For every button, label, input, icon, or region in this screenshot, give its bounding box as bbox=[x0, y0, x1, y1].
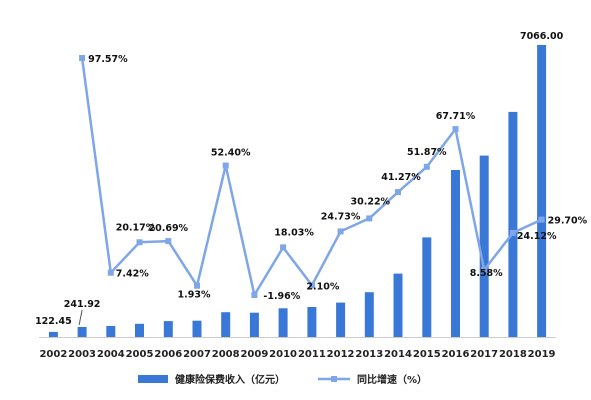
growth-point-2005 bbox=[136, 239, 143, 246]
bar-2014 bbox=[393, 273, 403, 337]
bar-2005 bbox=[135, 323, 144, 337]
growth-value-label-2003: 97.57% bbox=[88, 54, 128, 65]
growth-value-label-2005: 20.17% bbox=[116, 222, 156, 233]
bar-2003 bbox=[77, 327, 87, 337]
growth-value-label-2015: 51.87% bbox=[407, 147, 447, 158]
growth-value-label-2011: 2.10% bbox=[306, 281, 339, 292]
bar-2015 bbox=[422, 237, 432, 337]
bar-2008 bbox=[221, 312, 231, 337]
bar-2017 bbox=[479, 155, 489, 337]
x-tick-label-2014: 2014 bbox=[384, 349, 412, 360]
growth-value-label-2019: 29.70% bbox=[548, 216, 588, 227]
growth-line-series bbox=[79, 55, 545, 298]
bar-2007 bbox=[192, 320, 202, 337]
bar-2012 bbox=[336, 302, 346, 337]
growth-point-2018 bbox=[509, 229, 516, 236]
bar-value-label-2003: 241.92 bbox=[64, 299, 101, 310]
growth-point-2014 bbox=[395, 189, 401, 196]
bar-2010 bbox=[278, 308, 288, 337]
x-tick-label-2009: 2009 bbox=[240, 349, 268, 360]
bar-value-label-2019: 7066.00 bbox=[520, 31, 564, 42]
growth-value-label-2004: 7.42% bbox=[116, 269, 149, 280]
growth-point-2012 bbox=[337, 228, 344, 235]
growth-value-label-2009: -1.96% bbox=[263, 291, 300, 302]
bar-2009 bbox=[249, 312, 259, 337]
growth-value-label-2016: 67.71% bbox=[436, 111, 476, 122]
x-tick-label-2005: 2005 bbox=[126, 349, 154, 360]
growth-value-label-2008: 52.40% bbox=[211, 148, 251, 159]
legend: 健康险保费收入（亿元） 同比增速（%） bbox=[138, 373, 427, 386]
bar-2004 bbox=[106, 326, 116, 337]
bar-2013 bbox=[364, 292, 374, 337]
x-tick-label-2008: 2008 bbox=[212, 349, 240, 360]
growth-value-label-2007: 1.93% bbox=[178, 290, 211, 301]
growth-point-2006 bbox=[165, 238, 172, 245]
bar-2016 bbox=[451, 170, 460, 337]
bar-2006 bbox=[163, 321, 173, 337]
growth-point-2015 bbox=[423, 163, 430, 170]
growth-point-2009 bbox=[251, 292, 258, 298]
x-tick-label-2019: 2019 bbox=[528, 349, 556, 360]
bar-label-leader-line bbox=[78, 309, 83, 326]
x-tick-label-2004: 2004 bbox=[97, 349, 125, 360]
growth-value-label-2018: 24.12% bbox=[517, 231, 557, 242]
x-tick-label-2017: 2017 bbox=[470, 349, 498, 360]
growth-point-2011 bbox=[308, 282, 315, 289]
legend-line-label: 同比增速（%） bbox=[357, 373, 427, 386]
x-tick-label-2016: 2016 bbox=[442, 349, 470, 360]
bar-2011 bbox=[307, 307, 317, 337]
bar-2002 bbox=[48, 331, 58, 337]
x-tick-label-2002: 2002 bbox=[39, 349, 67, 360]
growth-point-2017 bbox=[481, 266, 488, 273]
line-data-labels: 97.57% 7.42% 20.17%20.69% 1.93% 52.40% -1.96%… bbox=[88, 54, 588, 302]
x-tick-label-2003: 2003 bbox=[68, 349, 96, 360]
growth-point-2016 bbox=[452, 126, 459, 133]
growth-value-label-2014: 41.27% bbox=[381, 172, 421, 183]
growth-line bbox=[80, 57, 543, 297]
bar-value-label-2002: 122.45 bbox=[35, 316, 72, 327]
x-tick-label-2010: 2010 bbox=[269, 349, 297, 360]
x-tick-label-2018: 2018 bbox=[499, 349, 527, 360]
growth-value-label-2010: 18.03% bbox=[274, 227, 314, 238]
growth-point-2007 bbox=[194, 282, 200, 289]
growth-value-label-2012: 24.73% bbox=[321, 211, 361, 222]
growth-value-label-2006: 20.69% bbox=[149, 223, 189, 234]
x-tick-label-2007: 2007 bbox=[183, 349, 211, 360]
growth-point-2008 bbox=[222, 162, 229, 169]
growth-value-label-2017: 8.58% bbox=[470, 268, 503, 279]
x-tick-label-2006: 2006 bbox=[154, 349, 182, 360]
x-tick-label-2012: 2012 bbox=[327, 349, 355, 360]
legend-bar-label: 健康险保费收入（亿元） bbox=[175, 373, 285, 386]
legend-bar-swatch bbox=[138, 375, 168, 383]
growth-value-label-2013: 30.22% bbox=[351, 196, 391, 207]
x-axis-tick-labels: 2002 2003 2004 2005 2006 2007 2008 2009 2010 2011… bbox=[39, 349, 555, 360]
x-tick-label-2011: 2011 bbox=[298, 349, 326, 360]
growth-point-2004 bbox=[107, 269, 114, 276]
growth-point-2019 bbox=[538, 216, 545, 223]
bar-2019 bbox=[537, 45, 547, 337]
legend-line-marker bbox=[331, 376, 337, 382]
bar-2018 bbox=[508, 111, 518, 338]
bar-series bbox=[48, 45, 547, 338]
x-tick-label-2013: 2013 bbox=[355, 349, 383, 360]
x-tick-label-2015: 2015 bbox=[413, 349, 441, 360]
growth-point-2013 bbox=[366, 215, 373, 222]
growth-point-2003 bbox=[79, 55, 86, 61]
bar-data-labels: 122.45 241.92 7066.00 bbox=[35, 31, 564, 327]
growth-point-2010 bbox=[280, 244, 287, 251]
